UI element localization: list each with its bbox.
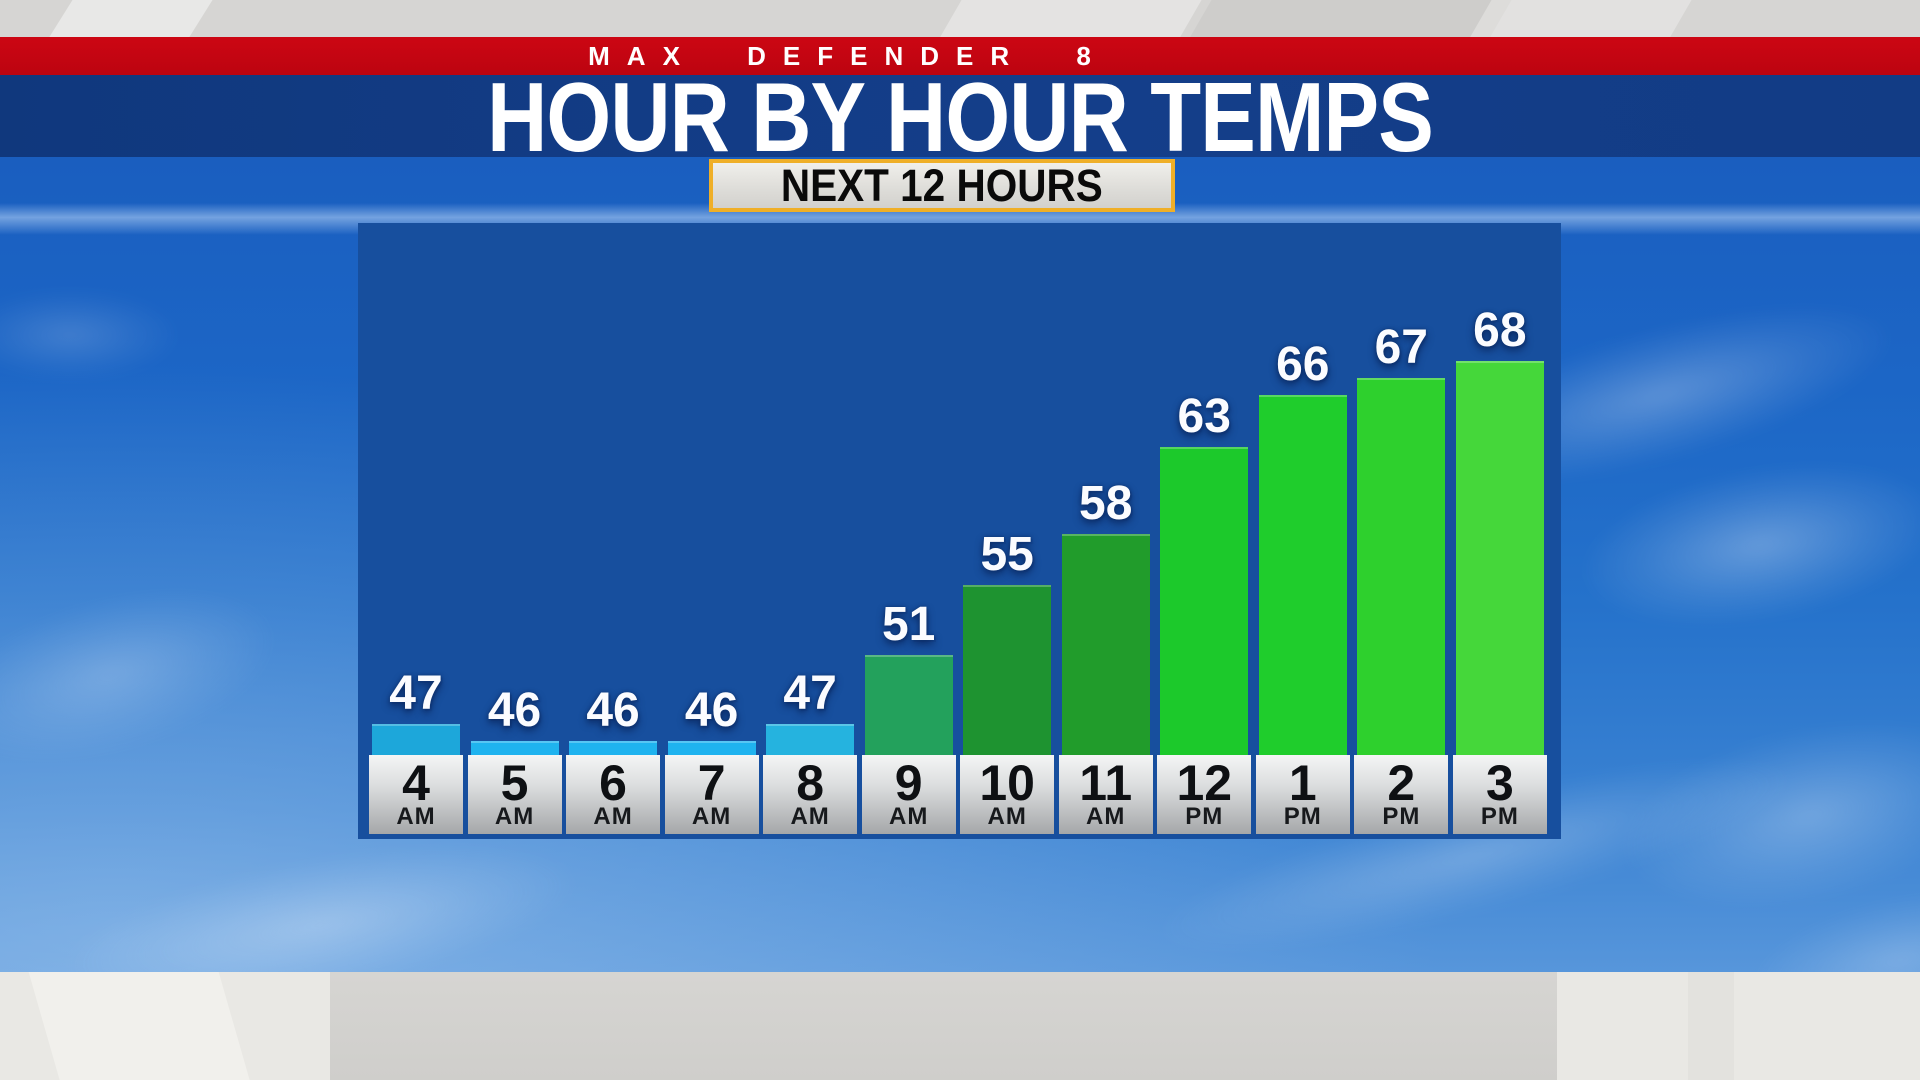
hour-number: 3 <box>1485 755 1514 811</box>
hour-number: 12 <box>1176 755 1233 811</box>
hour-label-box: 9 AM <box>861 755 956 834</box>
bar-slot: 66 1 PM <box>1255 338 1350 834</box>
temp-value-label: 63 <box>1177 390 1231 443</box>
backdrop-wedge <box>26 972 254 1080</box>
hour-number: 4 <box>402 755 430 811</box>
temp-value-label: 46 <box>684 684 739 737</box>
hour-meridiem: AM <box>494 803 535 830</box>
hour-number: 5 <box>500 755 529 811</box>
hour-meridiem: AM <box>1086 803 1126 830</box>
hour-number: 6 <box>599 755 627 811</box>
studio-backdrop-bottom <box>0 972 1920 1080</box>
bar-slot: 55 10 AM <box>960 528 1055 834</box>
temp-bar <box>963 585 1052 755</box>
hour-label-box: 5 AM <box>467 755 562 834</box>
chart-panel: 47 4 AM 46 5 AM 46 6 AM 46 7 AM 47 8 AM 51 9 AM 55 10 AM 58 11… <box>358 223 1561 839</box>
temp-bar <box>1160 447 1249 755</box>
hour-number: 1 <box>1288 755 1317 811</box>
bar-slot: 67 2 PM <box>1354 321 1449 834</box>
backdrop-diagonal-shape <box>1462 0 1698 37</box>
hour-meridiem: AM <box>691 803 732 830</box>
studio-backdrop-top <box>0 0 1920 37</box>
hour-number: 10 <box>979 755 1035 811</box>
temp-value-label: 68 <box>1473 304 1527 357</box>
temp-value-label: 46 <box>487 684 542 737</box>
temp-bar <box>1061 534 1150 755</box>
hour-number: 2 <box>1387 755 1416 811</box>
backdrop-center-panel <box>330 972 1557 1080</box>
bar-slot: 46 5 AM <box>467 684 562 834</box>
temp-bar <box>1258 395 1347 755</box>
hour-label-box: 7 AM <box>664 755 759 834</box>
temp-bar <box>372 724 460 755</box>
bar-slot: 51 9 AM <box>861 598 956 834</box>
hour-meridiem: AM <box>396 803 436 830</box>
hour-label-box: 4 AM <box>369 755 463 834</box>
hour-number: 7 <box>697 755 726 811</box>
temp-bar <box>569 741 658 755</box>
hour-meridiem: PM <box>1283 803 1322 830</box>
temp-value-label: 66 <box>1276 338 1330 391</box>
bar-slot: 63 12 PM <box>1157 390 1252 834</box>
hour-meridiem: AM <box>888 803 929 830</box>
hour-label-box: 12 PM <box>1157 755 1252 834</box>
temp-bar <box>766 724 855 755</box>
cloud-wisp <box>0 290 180 380</box>
hour-number: 9 <box>894 755 923 811</box>
temp-bar <box>470 741 559 755</box>
bar-slot: 46 7 AM <box>664 684 759 834</box>
backdrop-seam <box>1688 972 1734 1080</box>
temp-value-label: 55 <box>980 528 1034 581</box>
hour-label-box: 1 PM <box>1255 755 1350 834</box>
temp-bar <box>1357 378 1446 755</box>
hour-meridiem: PM <box>1185 803 1224 830</box>
hour-label-box: 2 PM <box>1354 755 1449 834</box>
temp-value-label: 51 <box>881 598 936 651</box>
subtitle-text: NEXT 12 HOURS <box>781 160 1103 211</box>
bar-slot: 68 3 PM <box>1452 304 1547 834</box>
temp-value-label: 58 <box>1079 477 1133 530</box>
backdrop-diagonal-shape <box>1182 0 1518 37</box>
bar-slot: 58 11 AM <box>1058 477 1153 834</box>
bar-slot: 46 6 AM <box>566 684 661 834</box>
temp-value-label: 67 <box>1374 321 1428 374</box>
temp-bar <box>1455 361 1544 755</box>
hour-label-box: 6 AM <box>566 755 661 834</box>
brand-banner: MAX DEFENDER 8 <box>0 37 1920 75</box>
hour-label-box: 8 AM <box>763 755 858 834</box>
temp-value-label: 47 <box>783 667 837 720</box>
hour-meridiem: AM <box>593 803 633 830</box>
hour-number: 8 <box>796 755 825 811</box>
bar-slot: 47 4 AM <box>369 667 463 834</box>
sky-background: NEXT 12 HOURS 47 4 AM 46 5 AM 46 6 AM 46 7 AM 47 8 AM 5… <box>0 157 1920 972</box>
hour-meridiem: PM <box>1382 803 1421 830</box>
title-banner: HOUR BY HOUR TEMPS <box>0 62 1920 172</box>
backdrop-diagonal-shape <box>41 0 219 37</box>
backdrop-diagonal-shape <box>932 0 1208 37</box>
hour-label-box: 11 AM <box>1058 755 1153 834</box>
bars-row: 47 4 AM 46 5 AM 46 6 AM 46 7 AM 47 8 AM 51 9 AM 55 10 AM 58 11… <box>369 304 1547 834</box>
hour-number: 11 <box>1079 755 1133 811</box>
hour-label-box: 10 AM <box>960 755 1055 834</box>
page-title: HOUR BY HOUR TEMPS <box>487 62 1434 172</box>
hour-meridiem: AM <box>987 803 1027 830</box>
temp-value-label: 47 <box>389 667 443 720</box>
temp-bar <box>864 655 953 755</box>
bar-slot: 47 8 AM <box>763 667 858 834</box>
subtitle-plate: NEXT 12 HOURS <box>709 159 1175 212</box>
hour-meridiem: PM <box>1480 803 1519 830</box>
brand-text: MAX DEFENDER 8 <box>588 41 1108 71</box>
hour-meridiem: AM <box>790 803 830 830</box>
temp-value-label: 46 <box>586 684 640 737</box>
temp-bar <box>667 741 756 755</box>
hour-label-box: 3 PM <box>1452 755 1547 834</box>
